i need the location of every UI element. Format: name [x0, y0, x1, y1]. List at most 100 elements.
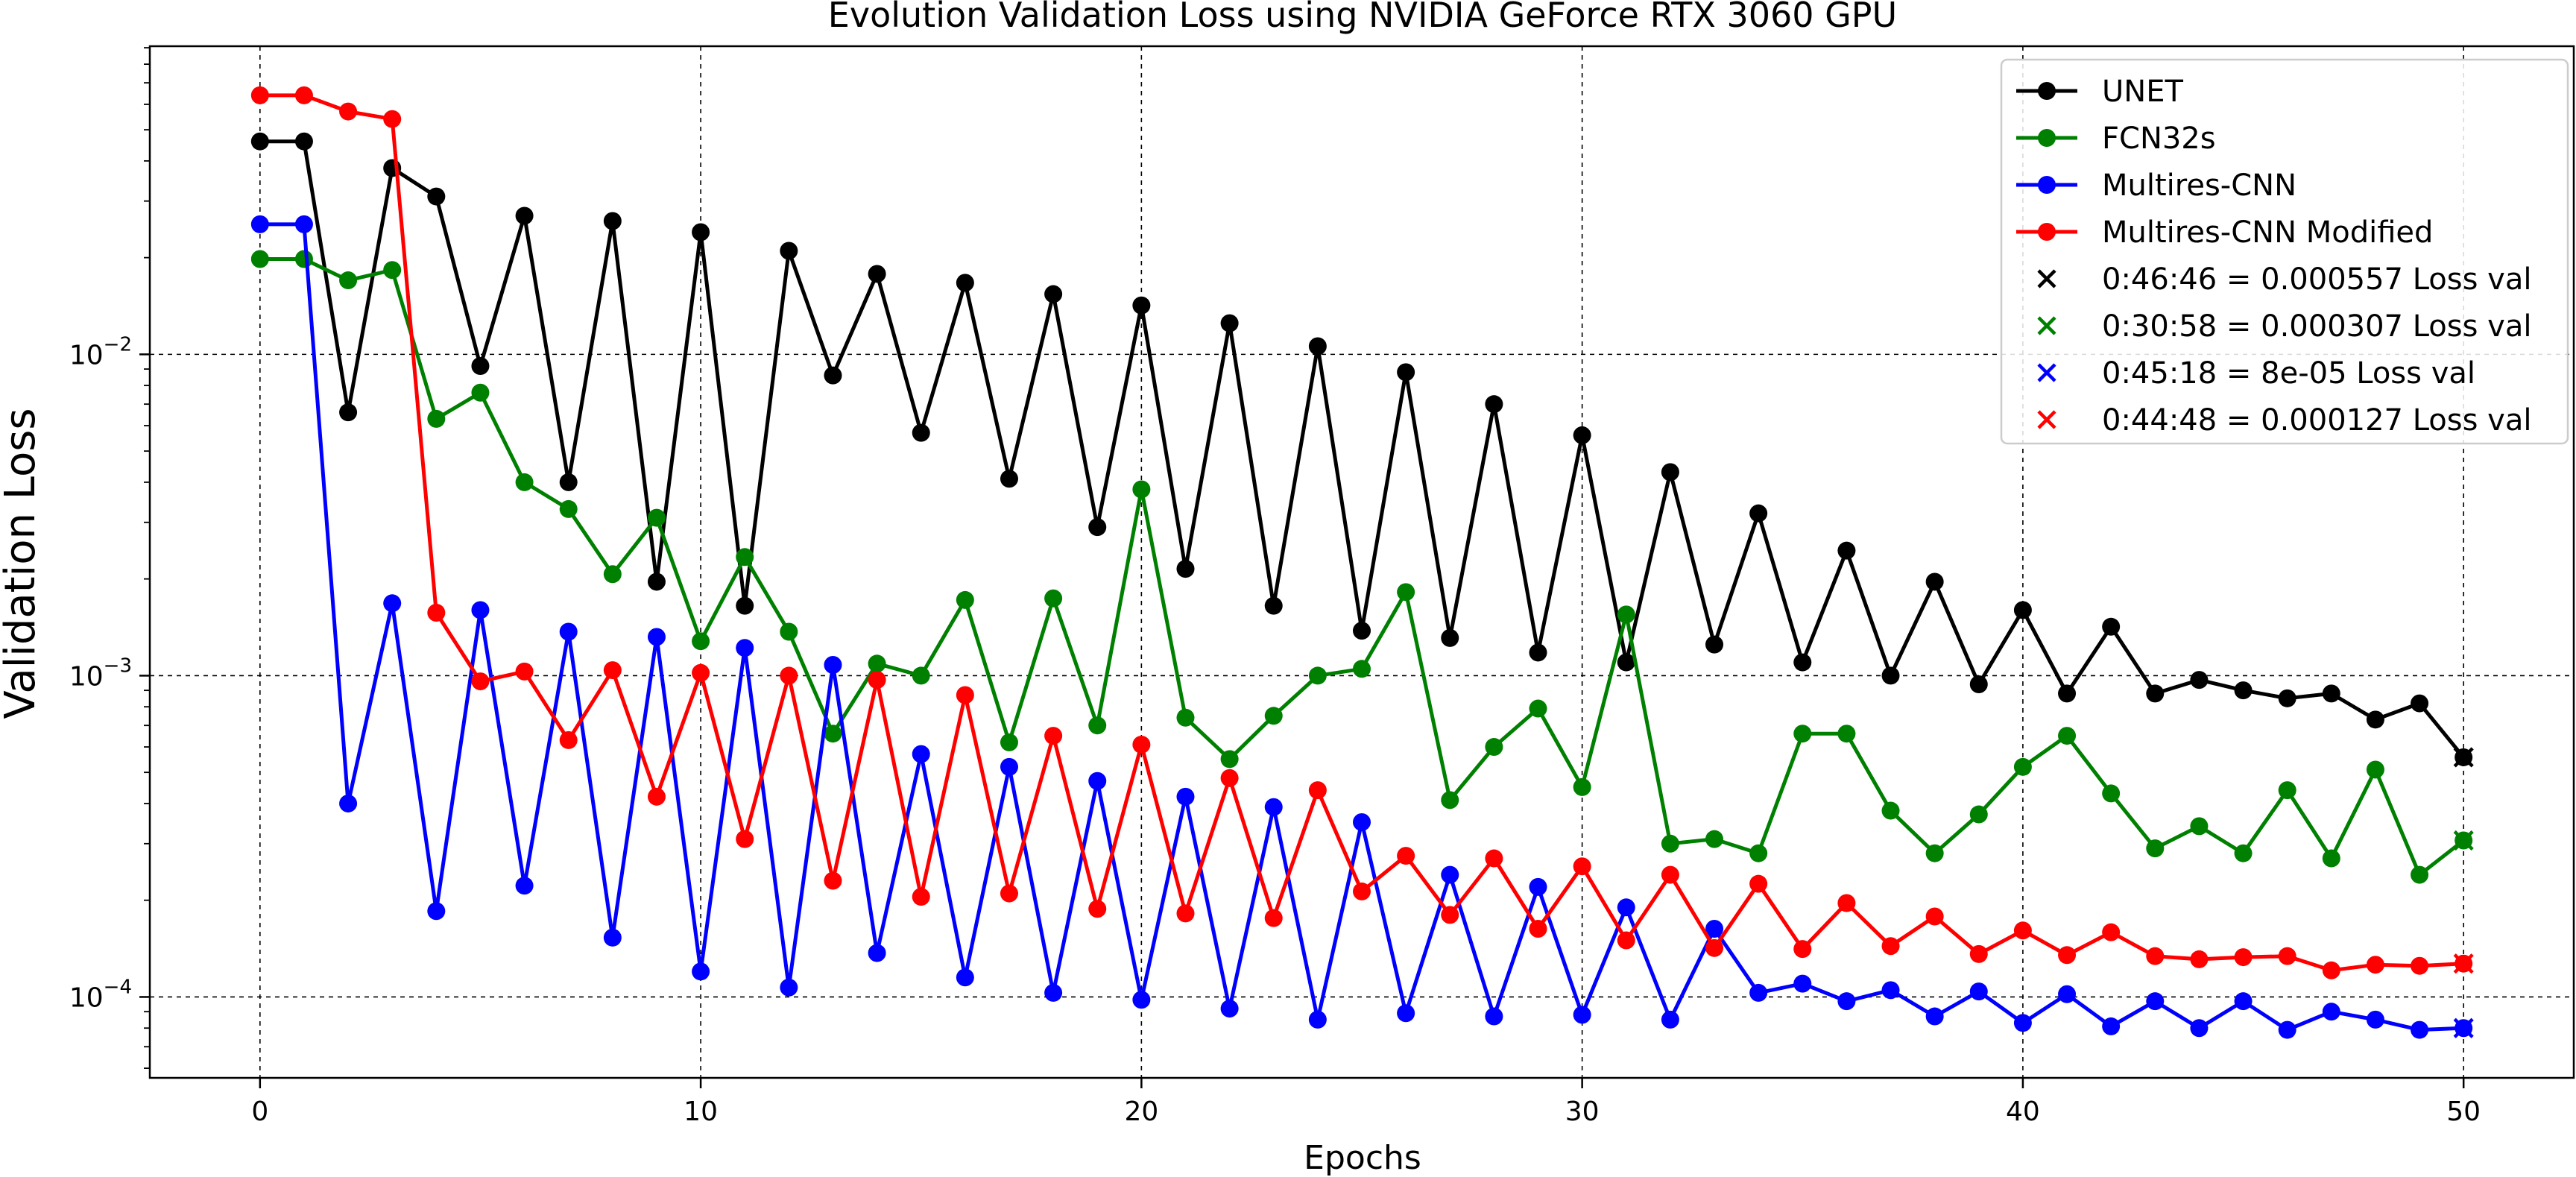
data-point-multires-cnn-modified — [427, 603, 446, 622]
data-point-multires-cnn — [956, 968, 974, 987]
data-point-unet — [294, 132, 313, 151]
data-point-fcn32s — [1661, 834, 1679, 853]
data-point-multires-cnn — [692, 962, 710, 981]
data-point-multires-cnn-modified — [383, 110, 402, 128]
data-point-fcn32s — [1088, 716, 1107, 735]
data-point-multires-cnn — [2102, 1017, 2121, 1035]
data-point-multires-cnn — [1749, 983, 1768, 1002]
data-point-multires-cnn-modified — [2190, 950, 2209, 968]
data-point-fcn32s — [339, 271, 358, 290]
data-point-multires-cnn-modified — [1088, 900, 1107, 918]
data-point-multires-cnn-modified — [339, 102, 358, 121]
data-point-multires-cnn-modified — [1308, 781, 1327, 800]
data-point-unet — [1617, 653, 1635, 672]
data-point-multires-cnn — [559, 622, 578, 641]
data-point-multires-cnn — [1837, 992, 1856, 1011]
final-value-x-marker — [2453, 1017, 2474, 1038]
data-point-unet — [1308, 337, 1327, 356]
data-point-multires-cnn — [1000, 757, 1018, 776]
data-point-unet — [603, 212, 622, 230]
data-point-multires-cnn — [1308, 1010, 1327, 1029]
data-point-unet — [1969, 675, 1988, 694]
legend-entry: 0:30:58 = 0.000307 Loss val — [2037, 309, 2531, 344]
data-point-fcn32s — [2190, 817, 2209, 836]
data-point-unet — [1000, 470, 1018, 488]
data-point-unet — [824, 366, 842, 385]
x-tick-label: 20 — [1124, 1096, 1158, 1127]
series-unet — [250, 132, 2473, 766]
data-point-multires-cnn — [2322, 1003, 2340, 1021]
data-point-unet — [515, 206, 534, 225]
data-point-multires-cnn — [2146, 992, 2165, 1011]
data-point-multires-cnn-modified — [2234, 948, 2253, 967]
data-point-unet — [780, 242, 798, 260]
data-point-unet — [1176, 560, 1195, 578]
data-point-multires-cnn-modified — [2411, 956, 2429, 975]
legend-entry: UNET — [2016, 75, 2183, 109]
data-point-fcn32s — [2146, 839, 2165, 858]
data-point-multires-cnn-modified — [956, 686, 974, 704]
data-point-unet — [956, 274, 974, 292]
data-point-multires-cnn — [1132, 991, 1151, 1009]
data-point-multires-cnn-modified — [647, 787, 666, 806]
data-point-fcn32s — [647, 508, 666, 527]
data-point-unet — [1837, 541, 1856, 560]
data-point-multires-cnn-modified — [824, 871, 842, 890]
data-point-unet — [2322, 684, 2340, 703]
data-point-fcn32s — [1176, 708, 1195, 727]
legend-marker-swatch — [2038, 176, 2056, 194]
data-point-unet — [692, 223, 710, 242]
data-point-multires-cnn — [1573, 1006, 1591, 1024]
data-point-multires-cnn — [383, 594, 402, 613]
data-point-multires-cnn — [1441, 865, 1459, 884]
data-point-multires-cnn-modified — [2322, 961, 2340, 979]
data-point-multires-cnn — [824, 656, 842, 675]
legend-entry: Multires-CNN — [2016, 168, 2296, 203]
data-point-multires-cnn — [1925, 1007, 1944, 1026]
data-point-multires-cnn-modified — [1485, 849, 1503, 868]
data-point-unet — [1925, 572, 1944, 591]
data-point-fcn32s — [1529, 699, 1547, 718]
data-point-fcn32s — [2102, 784, 2121, 803]
data-point-multires-cnn — [294, 215, 313, 233]
data-point-multires-cnn — [1264, 798, 1283, 816]
data-point-unet — [1353, 622, 1371, 640]
data-point-multires-cnn-modified — [1793, 940, 1812, 959]
legend-label: 0:30:58 = 0.000307 Loss val — [2102, 309, 2531, 344]
data-point-multires-cnn-modified — [2278, 947, 2296, 965]
data-point-multires-cnn — [1353, 812, 1371, 831]
data-point-unet — [1397, 363, 1415, 382]
data-point-fcn32s — [559, 499, 578, 518]
data-point-multires-cnn — [2058, 985, 2077, 1003]
data-point-multires-cnn-modified — [471, 672, 490, 691]
data-point-multires-cnn — [1881, 981, 1900, 1000]
data-point-unet — [1485, 395, 1503, 414]
x-tick-label: 10 — [684, 1096, 718, 1127]
x-tick-label: 0 — [251, 1096, 268, 1127]
data-point-multires-cnn-modified — [780, 666, 798, 685]
legend-marker-swatch — [2038, 223, 2056, 241]
data-point-unet — [1661, 463, 1679, 482]
data-point-unet — [471, 356, 490, 375]
plot-area-frame — [148, 45, 2575, 1079]
data-point-multires-cnn — [603, 928, 622, 947]
data-point-multires-cnn — [250, 215, 269, 233]
data-point-multires-cnn-modified — [1132, 735, 1151, 754]
data-point-multires-cnn — [647, 628, 666, 646]
legend-x-swatch — [2037, 363, 2056, 382]
legend-label: 0:44:48 = 0.000127 Loss val — [2102, 403, 2531, 438]
data-point-multires-cnn-modified — [1220, 769, 1239, 787]
data-point-multires-cnn — [1705, 919, 1724, 938]
data-point-multires-cnn-modified — [1837, 894, 1856, 912]
data-point-multires-cnn-modified — [1176, 904, 1195, 923]
data-point-fcn32s — [1397, 583, 1415, 602]
chart-title: Evolution Validation Loss using NVIDIA G… — [828, 0, 1897, 35]
data-point-multires-cnn-modified — [1573, 857, 1591, 876]
legend-label: 0:45:18 = 8e-05 Loss val — [2102, 356, 2475, 391]
data-point-unet — [736, 596, 754, 615]
data-point-unet — [912, 423, 930, 442]
data-point-multires-cnn — [1044, 983, 1063, 1002]
final-value-x-marker — [2453, 747, 2474, 768]
data-point-unet — [1220, 314, 1239, 332]
